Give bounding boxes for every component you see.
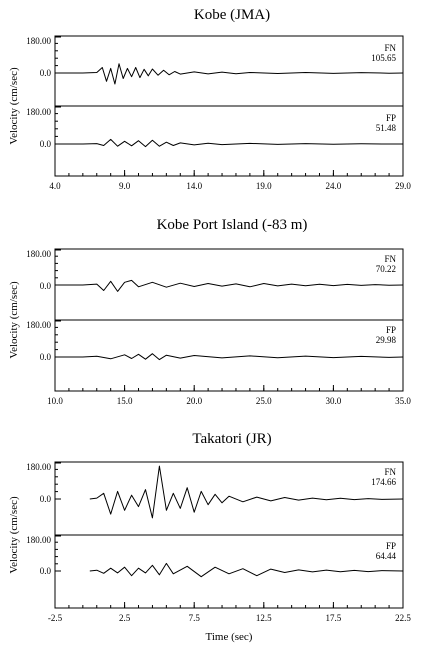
panel-3-fp-ytick-top: 180.00 — [26, 535, 51, 545]
panel-3-fn-ytick-zero: 0.0 — [40, 494, 52, 504]
panel-1-fp-peak: 51.48 — [376, 123, 397, 133]
panel-3-fn-trace — [89, 465, 404, 519]
panel-2-xtick-label: 20.0 — [186, 396, 202, 406]
panel-3-xtick-label: 12.5 — [256, 613, 272, 623]
panel-3-fn-peak: 174.66 — [371, 477, 396, 487]
panel-1-fp-trace — [55, 138, 403, 148]
panel-3-title: Takatori (JR) — [192, 431, 271, 447]
panel-2-fp-trace — [55, 353, 404, 361]
panel-3-fp-trace — [89, 562, 404, 578]
panel-2-xtick-label: 25.0 — [256, 396, 272, 406]
panel-3-xtick-label: 22.5 — [395, 613, 411, 623]
panel-1-ylabel: Velocity (cm/sec) — [8, 67, 20, 145]
panel-1-fn-ytick-zero: 0.0 — [40, 68, 52, 78]
panel-2-xtick-label: 35.0 — [395, 396, 411, 406]
panel-2-fn-ytick-top: 180.00 — [26, 249, 51, 259]
panel-1-title: Kobe (JMA) — [194, 7, 270, 23]
panel-1-xtick-label: 24.0 — [326, 181, 342, 191]
panel-3-xtick-label: -2.5 — [48, 613, 63, 623]
panel-3-xtick-label: 17.5 — [326, 613, 342, 623]
panel-1-fn-trace — [55, 63, 404, 85]
panel-2-fp-ytick-top: 180.00 — [26, 320, 51, 330]
panel-2-fn-trace — [55, 279, 404, 292]
panel-2-fn-label: FN — [384, 254, 396, 264]
panel-1-xtick-label: 4.0 — [49, 181, 61, 191]
panel-2-fp-label: FP — [386, 325, 396, 335]
panel-2-fn-peak: 70.22 — [376, 264, 396, 274]
panel-1-fn-peak: 105.65 — [371, 53, 396, 63]
panel-2-fn-subplot: 180.00 0.0 FN 70.22 — [26, 249, 404, 292]
panel-1-fp-ytick-zero: 0.0 — [40, 139, 52, 149]
x-axis-label: Time (sec) — [206, 631, 253, 643]
panel-1-xtick-label: 19.0 — [256, 181, 272, 191]
panel-2-xtick-label: 15.0 — [117, 396, 133, 406]
panel-2-title: Kobe Port Island (-83 m) — [157, 217, 308, 233]
panel-1-fp-label: FP — [386, 113, 396, 123]
panel-2-xtick-label: 10.0 — [47, 396, 63, 406]
panel-3-fp-subplot: 180.00 0.0 FP 64.44 — [26, 535, 404, 578]
panel-1-fn-ytick-top: 180.00 — [26, 36, 51, 46]
panel-3-ylabel: Velocity (cm/sec) — [8, 496, 20, 574]
panel-3-xtick-label: 2.5 — [119, 613, 131, 623]
panel-3-fp-ytick-zero: 0.0 — [40, 566, 52, 576]
panel-1-fp-subplot: 180.00 0.0 FP 51.48 — [26, 106, 403, 149]
panel-3-fp-label: FP — [386, 541, 396, 551]
panel-1-fp-ytick-top: 180.00 — [26, 107, 51, 117]
panel-3-fp-peak: 64.44 — [376, 551, 397, 561]
panel-2-fp-subplot: 180.00 0.0 FP 29.98 — [26, 320, 404, 362]
panel-2-fp-ytick-zero: 0.0 — [40, 352, 52, 362]
panel-3-fn-ytick-top: 180.00 — [26, 462, 51, 472]
panel-1-xtick-label: 29.0 — [395, 181, 411, 191]
panel-3-x-axis: -2.5 2.5 7.5 12.5 17.5 22.5 — [48, 602, 411, 623]
panel-2-fn-ytick-zero: 0.0 — [40, 281, 52, 291]
panel-2-x-axis: 10.0 15.0 20.0 25.0 30.0 35.0 — [47, 385, 411, 406]
panel-1-x-axis: 4.0 9.0 14.0 19.0 24.0 29.0 — [49, 170, 411, 191]
panel-3-fn-label: FN — [384, 467, 396, 477]
panel-2-ylabel: Velocity (cm/sec) — [8, 281, 20, 359]
panel-1-xtick-label: 14.0 — [186, 181, 202, 191]
panel-1-xtick-label: 9.0 — [119, 181, 131, 191]
panel-2-xtick-label: 30.0 — [326, 396, 342, 406]
panel-3-fn-subplot: 180.00 0.0 FN 174.66 — [26, 462, 404, 519]
panel-1-fn-subplot: 180.00 0.0 FN 105.65 — [26, 36, 404, 85]
panel-1-fn-label: FN — [384, 43, 396, 53]
panel-3-xtick-label: 7.5 — [189, 613, 201, 623]
panel-2-fp-peak: 29.98 — [376, 335, 397, 345]
